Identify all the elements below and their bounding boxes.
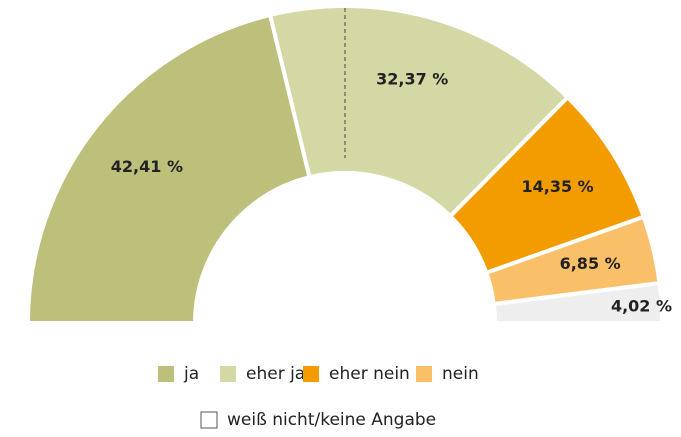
segment bbox=[25, 12, 312, 325]
legend-label: ja bbox=[183, 364, 199, 384]
legend-label: eher ja bbox=[246, 364, 305, 384]
segment bbox=[267, 4, 571, 220]
value-label: 14,35 % bbox=[521, 177, 593, 196]
legend-swatch bbox=[416, 366, 432, 382]
legend-swatch bbox=[200, 411, 218, 429]
value-label: 42,41 % bbox=[111, 157, 183, 176]
value-label: 6,85 % bbox=[560, 254, 621, 273]
legend-label: nein bbox=[442, 364, 479, 384]
legend-swatch bbox=[158, 366, 174, 382]
segment bbox=[491, 280, 665, 325]
legend-swatch bbox=[220, 366, 236, 382]
legend-label: eher nein bbox=[329, 364, 410, 384]
value-label: 4,02 % bbox=[611, 297, 672, 316]
arcs bbox=[25, 4, 665, 325]
value-label: 32,37 % bbox=[376, 70, 448, 89]
legend-label: weiß nicht/keine Angabe bbox=[227, 410, 436, 430]
legend-swatch bbox=[303, 366, 319, 382]
